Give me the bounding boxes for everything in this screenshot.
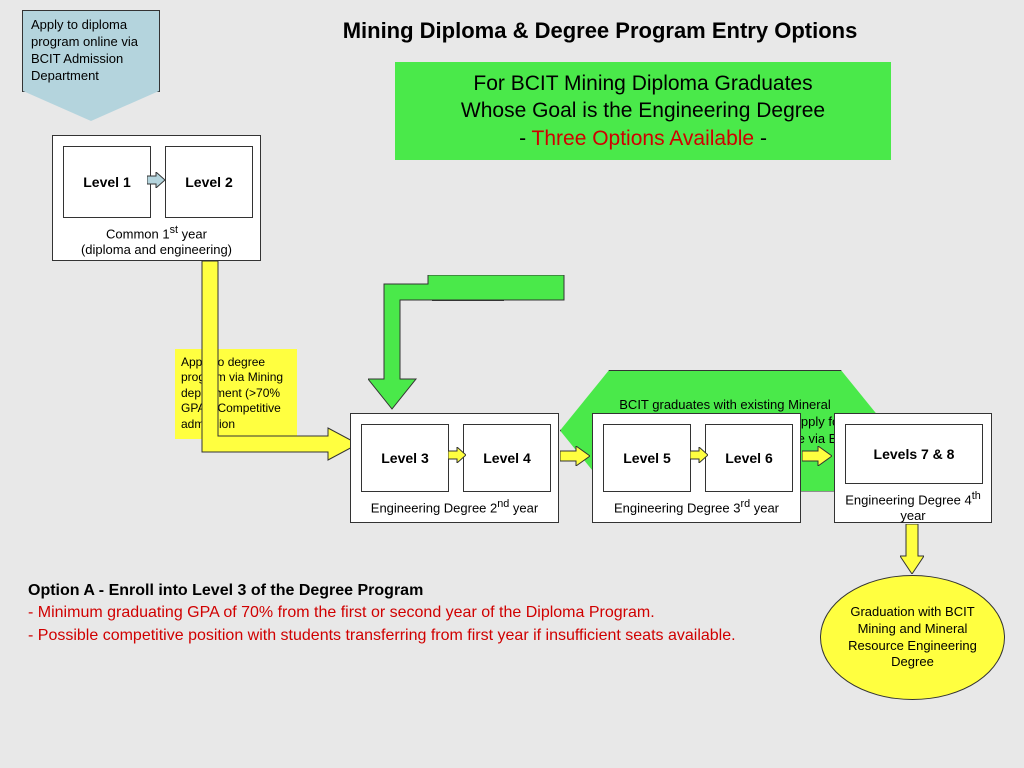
option-a-label: Option A (432, 275, 504, 301)
level-1: Level 1 (63, 146, 151, 218)
year4-box: Levels 7 & 8 Engineering Degree 4th year (834, 413, 992, 523)
level-4: Level 4 (463, 424, 551, 492)
year1-box: Level 1 Level 2 Common 1st year (diploma… (52, 135, 261, 261)
option-a-req2: - Possible competitive position with stu… (28, 625, 788, 647)
option-a-description: Option A - Enroll into Level 3 of the De… (28, 580, 788, 647)
level-2: Level 2 (165, 146, 253, 218)
level-7-8: Levels 7 & 8 (845, 424, 983, 484)
apply-degree-note: Apply to degree program via Mining depar… (175, 349, 297, 439)
graduation-ellipse: Graduation with BCIT Mining and Mineral … (820, 575, 1005, 700)
level-5: Level 5 (603, 424, 691, 492)
graduation-text: Graduation with BCIT Mining and Mineral … (831, 604, 994, 672)
year4-caption: Engineering Degree 4th year (835, 490, 991, 524)
year1-caption: Common 1st year (diploma and engineering… (53, 224, 260, 258)
arrow-y4-grad (900, 524, 924, 574)
page-title: Mining Diploma & Degree Program Entry Op… (280, 18, 920, 44)
year3-caption: Engineering Degree 3rd year (593, 498, 800, 516)
banner-line1: For BCIT Mining Diploma Graduates (413, 70, 873, 97)
year2-box: Level 3 Level 4 Engineering Degree 2nd y… (350, 413, 559, 523)
option-a-heading: Option A - Enroll into Level 3 of the De… (28, 580, 788, 602)
banner: For BCIT Mining Diploma Graduates Whose … (395, 62, 891, 160)
apply-diploma-text: Apply to diploma program online via BCIT… (31, 17, 138, 83)
level-6: Level 6 (705, 424, 793, 492)
year2-caption: Engineering Degree 2nd year (351, 498, 558, 516)
banner-line2: Whose Goal is the Engineering Degree (413, 97, 873, 124)
apply-degree-text: Apply to degree program via Mining depar… (181, 355, 283, 431)
banner-line3: - Three Options Available - (413, 125, 873, 152)
year3-box: Level 5 Level 6 Engineering Degree 3rd y… (592, 413, 801, 523)
level-3: Level 3 (361, 424, 449, 492)
apply-diploma-arrow: Apply to diploma program online via BCIT… (22, 10, 160, 92)
option-a-req1: - Minimum graduating GPA of 70% from the… (28, 602, 788, 624)
